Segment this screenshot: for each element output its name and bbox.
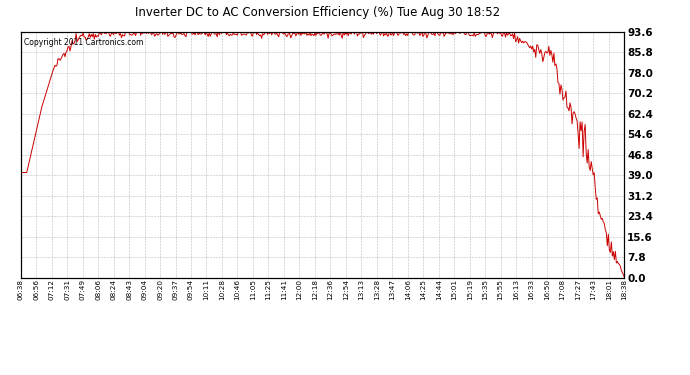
Text: Copyright 2011 Cartronics.com: Copyright 2011 Cartronics.com [23, 38, 143, 47]
Text: Inverter DC to AC Conversion Efficiency (%) Tue Aug 30 18:52: Inverter DC to AC Conversion Efficiency … [135, 6, 500, 19]
